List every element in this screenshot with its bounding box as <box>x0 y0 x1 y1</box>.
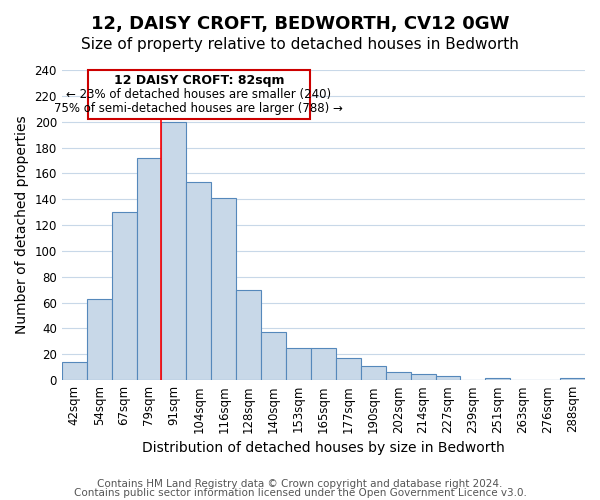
Bar <box>236 290 261 380</box>
Bar <box>286 348 311 380</box>
Bar <box>336 358 361 380</box>
Bar <box>311 348 336 380</box>
X-axis label: Distribution of detached houses by size in Bedworth: Distribution of detached houses by size … <box>142 441 505 455</box>
Bar <box>161 122 187 380</box>
Text: ← 23% of detached houses are smaller (240): ← 23% of detached houses are smaller (24… <box>66 88 331 101</box>
Text: 12, DAISY CROFT, BEDWORTH, CV12 0GW: 12, DAISY CROFT, BEDWORTH, CV12 0GW <box>91 15 509 33</box>
Bar <box>87 299 112 380</box>
Text: 12 DAISY CROFT: 82sqm: 12 DAISY CROFT: 82sqm <box>113 74 284 87</box>
Bar <box>62 362 87 380</box>
FancyBboxPatch shape <box>88 70 310 119</box>
Text: Contains HM Land Registry data © Crown copyright and database right 2024.: Contains HM Land Registry data © Crown c… <box>97 479 503 489</box>
Bar <box>187 182 211 380</box>
Bar <box>386 372 410 380</box>
Text: Contains public sector information licensed under the Open Government Licence v3: Contains public sector information licen… <box>74 488 526 498</box>
Bar <box>261 332 286 380</box>
Bar <box>137 158 161 380</box>
Text: Size of property relative to detached houses in Bedworth: Size of property relative to detached ho… <box>81 38 519 52</box>
Bar <box>361 366 386 380</box>
Bar <box>436 376 460 380</box>
Bar <box>560 378 585 380</box>
Y-axis label: Number of detached properties: Number of detached properties <box>15 116 29 334</box>
Bar <box>485 378 510 380</box>
Bar <box>112 212 137 380</box>
Bar <box>211 198 236 380</box>
Text: 75% of semi-detached houses are larger (788) →: 75% of semi-detached houses are larger (… <box>55 102 343 116</box>
Bar <box>410 374 436 380</box>
